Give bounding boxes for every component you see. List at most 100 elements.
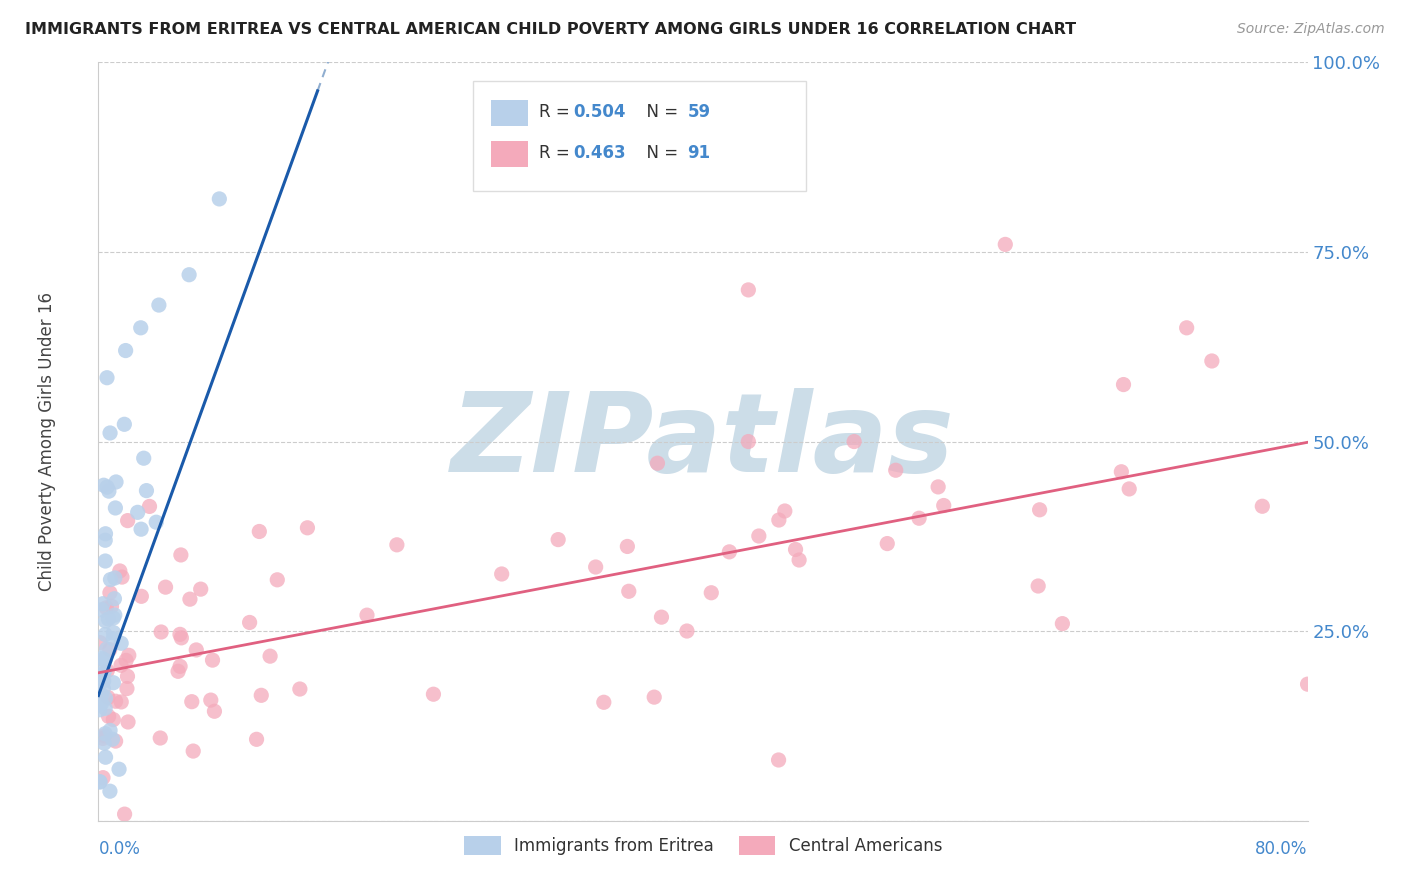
Point (932, 499, 955, 513)
Point (110, 658, 132, 673)
Point (884, 463, 907, 477)
Point (616, 540, 638, 554)
Point (101, 732, 124, 747)
Point (100, 573, 122, 587)
Point (650, 610, 672, 624)
Point (118, 648, 141, 663)
Point (170, 548, 193, 562)
Point (98, 585, 121, 599)
FancyBboxPatch shape (474, 81, 806, 191)
Point (169, 659, 191, 673)
Point (297, 521, 319, 535)
Text: IMMIGRANTS FROM ERITREA VS CENTRAL AMERICAN CHILD POVERTY AMONG GIRLS UNDER 16 C: IMMIGRANTS FROM ERITREA VS CENTRAL AMERI… (25, 22, 1077, 37)
Point (97, 709, 120, 723)
Point (876, 536, 898, 550)
Text: N =: N = (637, 145, 683, 162)
Point (768, 753, 790, 767)
Point (93, 673, 115, 688)
Point (167, 665, 190, 679)
Point (1251, 500, 1274, 514)
Text: 91: 91 (688, 145, 710, 162)
Point (585, 560, 607, 574)
Point (785, 542, 807, 557)
Point (94, 653, 117, 667)
Point (1028, 503, 1050, 517)
Point (90, 688, 112, 702)
Point (98, 784, 121, 798)
Text: R =: R = (538, 145, 575, 162)
Point (103, 625, 125, 640)
Point (385, 538, 408, 552)
Point (190, 582, 212, 596)
Point (259, 649, 281, 664)
Point (91, 667, 114, 681)
Point (1112, 377, 1135, 392)
Point (994, 237, 1017, 252)
Point (94, 526, 117, 541)
Point (103, 611, 125, 625)
Point (170, 631, 193, 645)
Point (149, 731, 172, 745)
Point (111, 570, 134, 584)
Point (145, 515, 167, 529)
Point (94, 533, 117, 548)
Point (114, 343, 136, 358)
Point (181, 744, 204, 758)
Point (104, 608, 127, 623)
Point (97, 484, 120, 499)
Point (103, 632, 125, 646)
Point (1111, 465, 1133, 479)
Text: N =: N = (637, 103, 683, 121)
Point (179, 268, 201, 282)
Point (90, 603, 112, 617)
Point (748, 529, 770, 543)
Point (103, 591, 125, 606)
Point (737, 434, 759, 449)
Bar (492, 100, 527, 126)
Point (90, 651, 112, 665)
Point (96, 370, 118, 384)
Point (93, 681, 115, 696)
Point (1118, 482, 1140, 496)
Point (98, 425, 121, 440)
Point (592, 695, 614, 709)
Point (89, 703, 111, 717)
Legend: Immigrants from Eritrea, Central Americans: Immigrants from Eritrea, Central America… (457, 829, 949, 862)
Text: 0.504: 0.504 (574, 103, 626, 121)
Text: Child Poverty Among Girls Under 16: Child Poverty Among Girls Under 16 (38, 292, 56, 591)
Point (91, 731, 114, 746)
Point (112, 417, 135, 432)
Point (186, 643, 208, 657)
Text: 59: 59 (688, 103, 710, 121)
Point (844, 434, 866, 449)
Point (114, 807, 136, 822)
Point (89, 775, 111, 789)
Point (90, 696, 112, 710)
Point (94, 627, 117, 641)
Point (96, 480, 118, 494)
Text: ZIPatlas: ZIPatlas (451, 388, 955, 495)
Point (1052, 616, 1074, 631)
Point (117, 714, 139, 729)
Point (91, 652, 114, 666)
Point (96, 642, 118, 657)
Point (104, 734, 127, 748)
Point (647, 456, 669, 470)
Point (169, 627, 191, 641)
Point (103, 713, 125, 727)
Point (643, 690, 665, 705)
Point (104, 694, 127, 708)
Point (89, 774, 111, 789)
Point (129, 522, 152, 536)
Point (787, 553, 810, 567)
Point (108, 564, 131, 578)
Point (135, 483, 157, 498)
Point (110, 695, 132, 709)
Point (201, 653, 224, 667)
Point (718, 545, 741, 559)
Point (129, 320, 152, 334)
Point (100, 599, 122, 614)
Point (89, 672, 111, 686)
Point (97, 612, 120, 626)
Point (768, 513, 790, 527)
